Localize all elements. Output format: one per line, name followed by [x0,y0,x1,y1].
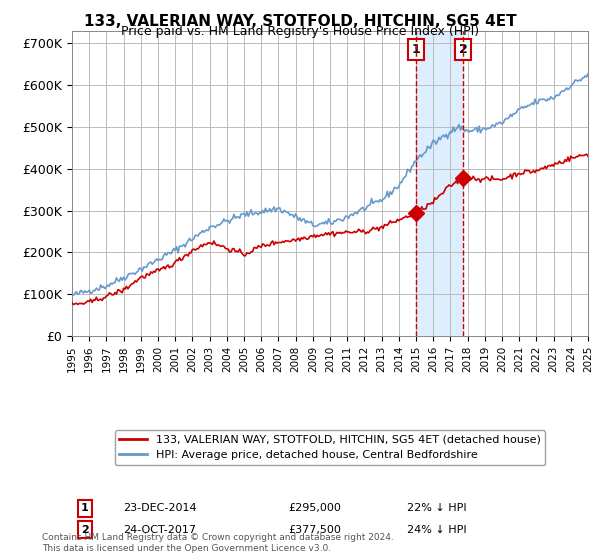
Text: 24-OCT-2017: 24-OCT-2017 [124,525,197,535]
Text: 24% ↓ HPI: 24% ↓ HPI [407,525,467,535]
Bar [416,31,463,336]
Text: 23-DEC-2014: 23-DEC-2014 [124,503,197,514]
Text: 1: 1 [81,503,89,514]
Text: Price paid vs. HM Land Registry's House Price Index (HPI): Price paid vs. HM Land Registry's House … [121,25,479,38]
Text: £295,000: £295,000 [289,503,341,514]
Text: 22% ↓ HPI: 22% ↓ HPI [407,503,467,514]
Text: 133, VALERIAN WAY, STOTFOLD, HITCHIN, SG5 4ET: 133, VALERIAN WAY, STOTFOLD, HITCHIN, SG… [83,14,517,29]
Text: Contains HM Land Registry data © Crown copyright and database right 2024.
This d: Contains HM Land Registry data © Crown c… [42,533,394,553]
Text: 2: 2 [459,43,467,56]
Text: 2: 2 [81,525,89,535]
Text: 1: 1 [412,43,421,56]
Text: £377,500: £377,500 [289,525,341,535]
Legend: 133, VALERIAN WAY, STOTFOLD, HITCHIN, SG5 4ET (detached house), HPI: Average pri: 133, VALERIAN WAY, STOTFOLD, HITCHIN, SG… [115,430,545,465]
